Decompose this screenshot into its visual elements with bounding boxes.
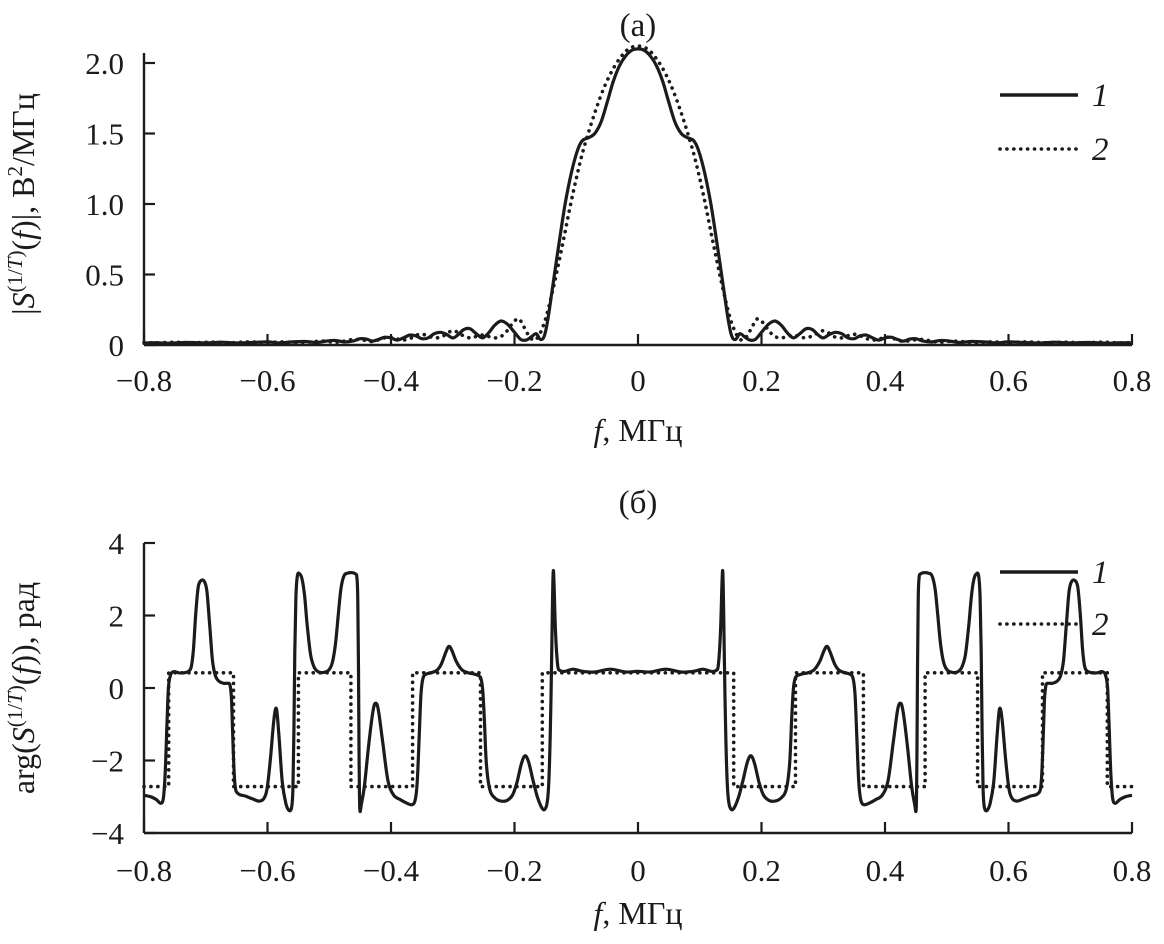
- x-tick-label: −0.2: [486, 363, 542, 398]
- x-tick-label: 0.6: [989, 853, 1028, 888]
- curve-1: [143, 568, 1133, 814]
- legend-label-2: 2: [1092, 132, 1109, 168]
- x-tick-label: 0.4: [866, 363, 905, 398]
- magnitude-plot: −0.8 −0.6 −0.4 −0.2 0 0.2 0.4 0.6 0.8 0 0.5 1.0 1.5 2…: [3, 8, 1152, 448]
- y-tick-label: 4: [109, 526, 125, 561]
- y-axis-label: arg(S(1/T)(f)), рад: [3, 582, 41, 794]
- x-tick-label: −0.8: [116, 853, 172, 888]
- legend-label-2: 2: [1092, 607, 1109, 643]
- y-tick-label: 1.5: [85, 117, 124, 152]
- x-tick-label: −0.6: [239, 363, 295, 398]
- phase-plot: −0.8 −0.6 −0.4 −0.2 0 0.2 0.4 0.6 0.8 −4 −2 0 2 4 (б) f…: [3, 485, 1152, 931]
- x-tick-label: 0.2: [742, 363, 781, 398]
- y-tick-label: 0.5: [85, 258, 124, 293]
- panel-title: (а): [620, 8, 657, 44]
- y-tick-label: 0: [109, 671, 125, 706]
- x-tick-label: 0.8: [1113, 363, 1152, 398]
- curve-2: [142, 671, 1134, 789]
- x-tick-label: −0.4: [363, 363, 420, 398]
- y-tick-label: 2.0: [85, 46, 124, 81]
- x-axis-label: f, МГц: [594, 895, 683, 931]
- x-tick-label: 0.6: [989, 363, 1028, 398]
- x-tick-label: 0.2: [742, 853, 781, 888]
- legend-label-1: 1: [1092, 78, 1109, 114]
- curve-2: [142, 44, 1134, 345]
- x-tick-label: 0.8: [1113, 853, 1152, 888]
- y-tick-label: 2: [109, 599, 125, 634]
- y-tick-label: 1.0: [85, 187, 124, 222]
- y-tick-label: −2: [91, 744, 124, 779]
- x-tick-label: 0: [630, 363, 646, 398]
- x-tick-label: 0.4: [866, 853, 905, 888]
- legend-label-1: 1: [1092, 555, 1109, 591]
- y-tick-label: −4: [91, 816, 124, 851]
- y-axis-label: |S(1/T)(f)|, В2/МГц: [3, 93, 41, 315]
- x-tick-label: −0.4: [363, 853, 420, 888]
- x-tick-label: −0.2: [486, 853, 542, 888]
- x-tick-label: −0.8: [116, 363, 172, 398]
- curve-1: [143, 47, 1133, 345]
- x-tick-label: 0: [630, 853, 646, 888]
- y-tick-label: 0: [109, 328, 125, 363]
- x-tick-label: −0.6: [239, 853, 295, 888]
- x-axis-label: f, МГц: [594, 412, 683, 448]
- panel-title: (б): [619, 485, 658, 521]
